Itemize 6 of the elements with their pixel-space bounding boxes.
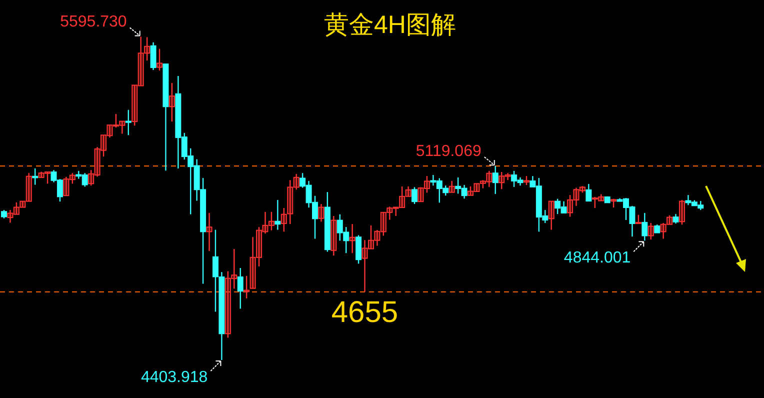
- ref-line-label: 4655: [331, 296, 398, 329]
- annotation: 4844.001: [564, 250, 631, 267]
- chart-title: 黄金4H图解: [324, 11, 456, 39]
- annotation: 5119.069: [416, 143, 482, 160]
- text: 5595.730: [60, 14, 127, 31]
- text: 4403.918: [140, 369, 208, 386]
